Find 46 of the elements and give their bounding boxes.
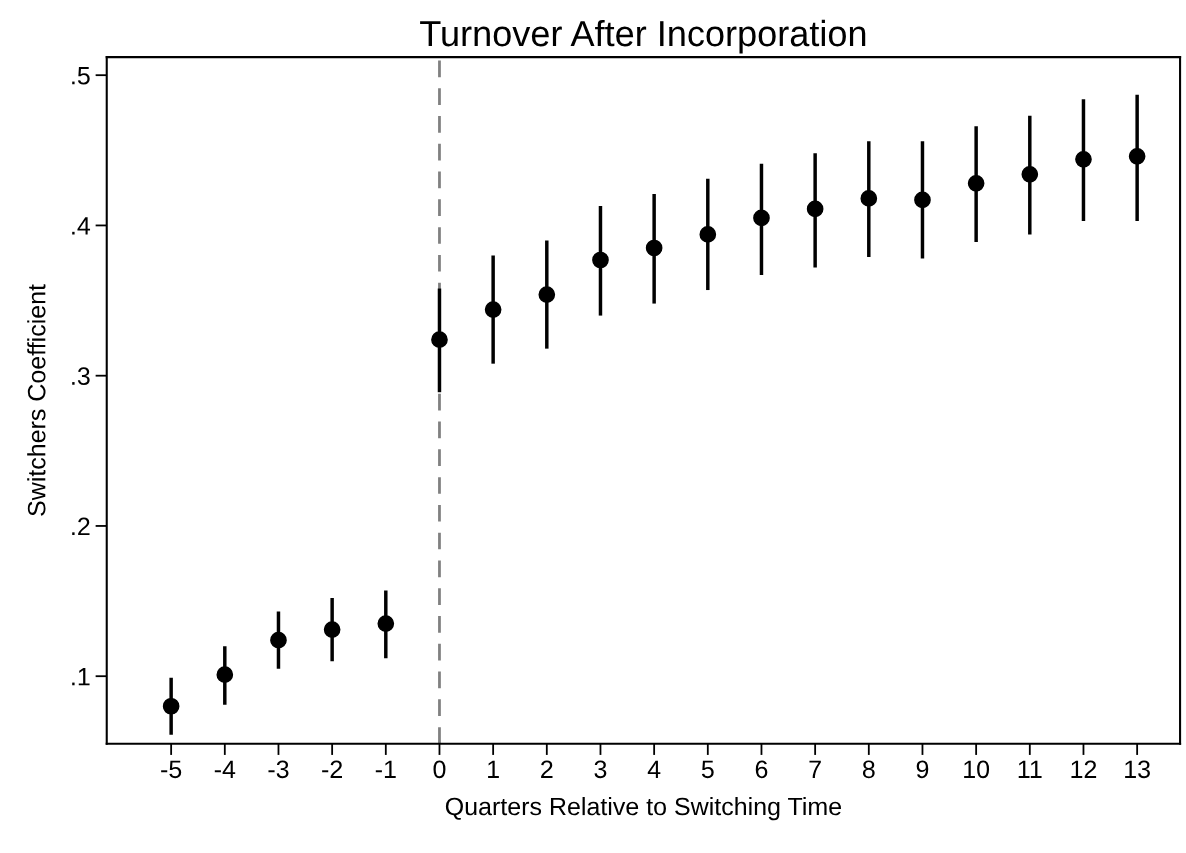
point — [967, 175, 985, 192]
x-tick-label: -1 — [375, 760, 396, 778]
x-tick-label: 6 — [755, 760, 768, 779]
point — [1021, 166, 1039, 183]
x-tick-label: 4 — [647, 760, 661, 778]
y-tick-label: .3 — [72, 367, 90, 385]
point — [914, 191, 931, 209]
point — [323, 621, 341, 638]
point — [753, 209, 770, 227]
x-tick-label: 3 — [594, 760, 607, 779]
x-tick-label: -3 — [268, 760, 289, 779]
point — [431, 331, 448, 348]
x-tick-label: 2 — [541, 760, 553, 778]
point — [162, 697, 180, 715]
x-axis-title: Quarters Relative to Switching Time — [445, 796, 841, 821]
y-axis-title: Switchers Coefficient — [27, 284, 46, 516]
point — [216, 666, 234, 684]
x-tick-label: 10 — [964, 760, 990, 779]
y-tick-label: .2 — [72, 517, 90, 535]
point — [1128, 147, 1146, 165]
chart-title: Turnover After Incorporation — [420, 19, 866, 54]
x-tick-label: -2 — [322, 760, 342, 778]
x-tick-label: 12 — [1071, 760, 1097, 778]
x-tick-label: 11 — [1018, 760, 1042, 778]
x-tick-label: 1 — [488, 760, 499, 778]
x-tick-label: 8 — [862, 760, 875, 779]
point — [377, 615, 395, 632]
x-tick-label: 13 — [1125, 760, 1150, 779]
point — [538, 286, 556, 303]
x-tick-label: 5 — [701, 760, 714, 779]
x-tick-label: -4 — [214, 760, 236, 778]
point — [1075, 150, 1092, 168]
x-tick-label: 9 — [916, 760, 929, 779]
point — [645, 239, 663, 257]
point — [270, 631, 287, 649]
point — [860, 190, 878, 207]
x-tick-label: 0 — [433, 760, 446, 779]
x-tick-label: -5 — [161, 760, 182, 779]
y-tick-label: .5 — [72, 67, 90, 85]
point — [592, 251, 609, 269]
x-tick-label: 7 — [809, 760, 821, 778]
point — [699, 226, 717, 243]
point — [484, 301, 502, 318]
y-tick-label: .1 — [72, 668, 90, 686]
y-tick-label: .4 — [72, 217, 91, 235]
point — [806, 200, 824, 218]
